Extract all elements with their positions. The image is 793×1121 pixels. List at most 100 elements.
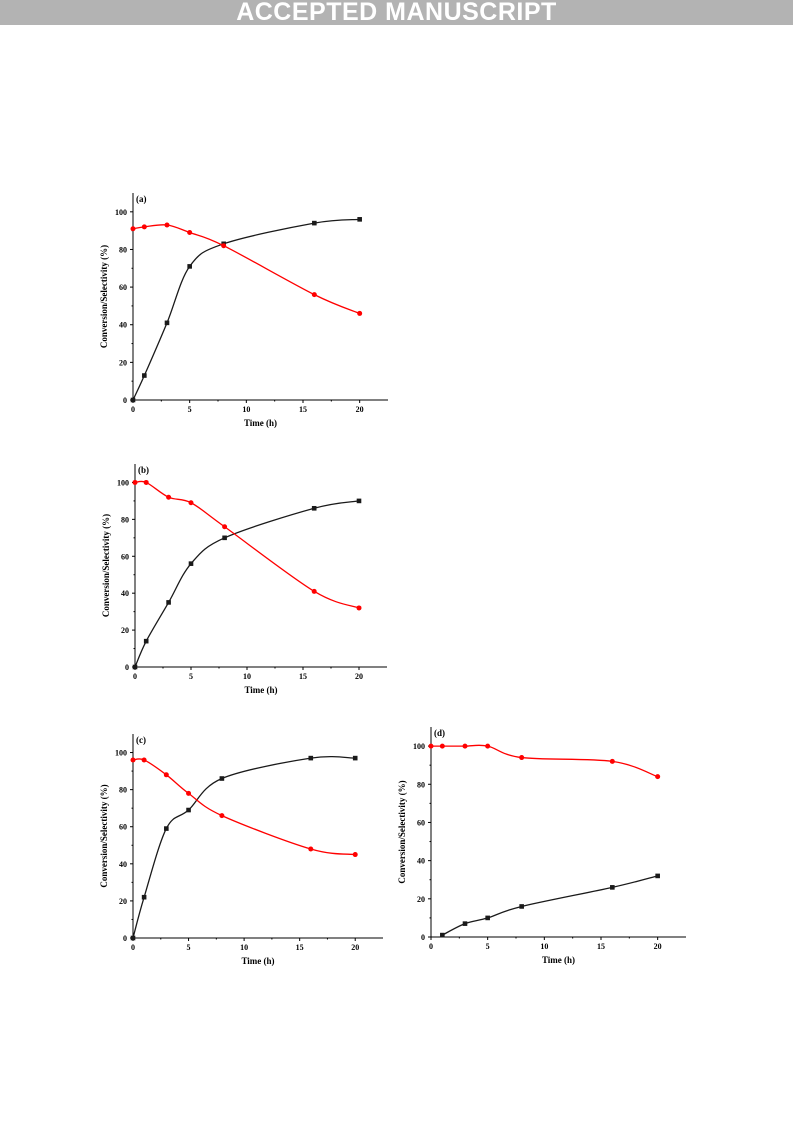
- y-tick-label: 100: [117, 478, 129, 487]
- conversion-curve: [442, 875, 658, 936]
- x-tick-label: 20: [351, 943, 359, 952]
- selectivity-point: [188, 500, 194, 506]
- selectivity-point: [519, 755, 525, 761]
- conversion-point: [164, 826, 169, 831]
- x-tick-label: 0: [133, 672, 137, 681]
- conversion-curve: [132, 755, 356, 939]
- selectivity-point: [311, 292, 317, 298]
- x-axis-label: Time (h): [244, 418, 277, 428]
- conversion-point: [188, 561, 194, 566]
- accepted-manuscript-banner: ACCEPTED MANUSCRIPT: [0, 0, 793, 26]
- selectivity-point: [221, 243, 227, 249]
- y-tick-label: 40: [119, 860, 127, 869]
- conversion-point: [311, 505, 317, 511]
- selectivity-curve: [134, 480, 360, 609]
- selectivity-point: [187, 230, 193, 236]
- y-tick-label: 0: [123, 934, 127, 943]
- selectivity-curve: [430, 744, 658, 778]
- conversion-curve: [134, 500, 360, 668]
- y-tick-label: 40: [119, 321, 127, 330]
- conversion-point: [308, 755, 314, 761]
- selectivity-point: [222, 524, 228, 530]
- selectivity-point: [485, 743, 491, 749]
- y-tick-label: 100: [413, 742, 425, 751]
- conversion-point: [312, 220, 317, 226]
- chart-panel-d: 0 20 40 60 80 100 0 5 10 15 20 Time (h) Conversion/S…: [397, 727, 686, 965]
- y-axis-label: Conversion/Selectivity (%): [99, 784, 109, 887]
- x-axis-label: Time (h): [244, 685, 277, 695]
- conversion-point: [141, 894, 147, 900]
- y-tick-label: 80: [121, 515, 129, 524]
- x-tick-label: 10: [242, 405, 250, 414]
- x-tick-label: 20: [355, 672, 363, 681]
- x-tick-label: 15: [597, 942, 605, 951]
- x-tick-label: 20: [654, 942, 662, 951]
- x-tick-label: 10: [243, 672, 251, 681]
- selectivity-point: [163, 772, 169, 778]
- x-axis-label: Time (h): [241, 956, 274, 966]
- x-tick-label: 5: [189, 672, 193, 681]
- conversion-point: [164, 320, 170, 326]
- conversion-point: [462, 921, 468, 926]
- chart-panel-b: 0 20 40 60 80 100 0 5 10 15 20 Time (h) Conversion/S…: [101, 464, 387, 695]
- chart-panel-c: 0 20 40 60 80 100 0 5 10 15 20 Time (h) Conversion/S…: [99, 734, 383, 966]
- conversion-point: [655, 873, 660, 879]
- chart-panel-a: 0 20 40 60 80 100 0 5 10 15 20 Time (h) Conversion/S…: [99, 193, 388, 428]
- selectivity-point: [609, 758, 615, 764]
- x-tick-label: 5: [188, 405, 192, 414]
- y-tick-label: 0: [125, 663, 129, 672]
- conversion-point: [130, 397, 136, 403]
- y-tick-label: 80: [119, 245, 127, 254]
- x-tick-label: 20: [356, 405, 364, 414]
- selectivity-point: [143, 479, 149, 485]
- y-tick-label: 60: [121, 552, 129, 561]
- conversion-point: [187, 264, 192, 269]
- conversion-point: [166, 600, 171, 605]
- y-axis-label: Conversion/Selectivity (%): [397, 780, 407, 883]
- y-tick-label: 0: [421, 933, 425, 942]
- y-tick-label: 40: [417, 857, 425, 866]
- x-tick-label: 15: [299, 672, 307, 681]
- selectivity-point: [164, 222, 170, 228]
- y-tick-label: 20: [119, 897, 127, 906]
- selectivity-point: [186, 790, 192, 796]
- y-tick-label: 20: [121, 626, 129, 635]
- selectivity-point: [130, 226, 136, 232]
- conversion-point: [356, 498, 362, 504]
- conversion-point: [143, 638, 149, 644]
- y-tick-label: 40: [121, 589, 129, 598]
- selectivity-point: [141, 224, 147, 230]
- panel-label: (b): [138, 465, 149, 475]
- x-tick-label: 0: [429, 942, 433, 951]
- banner-text: ACCEPTED MANUSCRIPT: [236, 0, 557, 26]
- selectivity-point: [356, 605, 362, 611]
- selectivity-point: [132, 479, 138, 485]
- conversion-point: [519, 904, 524, 909]
- conversion-point: [357, 217, 362, 222]
- x-tick-label: 10: [540, 942, 548, 951]
- y-tick-label: 20: [417, 895, 425, 904]
- conversion-point: [440, 932, 445, 938]
- selectivity-point: [462, 743, 468, 749]
- selectivity-point: [166, 494, 172, 500]
- selectivity-point: [219, 813, 225, 819]
- selectivity-point: [311, 588, 317, 594]
- selectivity-point: [130, 757, 136, 763]
- conversion-point: [132, 664, 138, 670]
- y-tick-label: 0: [123, 396, 127, 405]
- y-tick-label: 80: [417, 780, 425, 789]
- y-tick-label: 60: [417, 818, 425, 827]
- y-tick-label: 60: [119, 283, 127, 292]
- x-tick-label: 0: [131, 943, 135, 952]
- selectivity-point: [357, 310, 363, 316]
- y-tick-label: 100: [115, 749, 127, 758]
- selectivity-point: [308, 846, 314, 852]
- selectivity-point: [352, 852, 358, 858]
- x-tick-label: 5: [486, 942, 490, 951]
- conversion-point: [222, 535, 227, 541]
- selectivity-point: [141, 757, 147, 763]
- conversion-point: [142, 373, 147, 378]
- conversion-curve: [132, 218, 360, 401]
- y-tick-label: 20: [119, 358, 127, 367]
- x-axis-label: Time (h): [542, 955, 575, 965]
